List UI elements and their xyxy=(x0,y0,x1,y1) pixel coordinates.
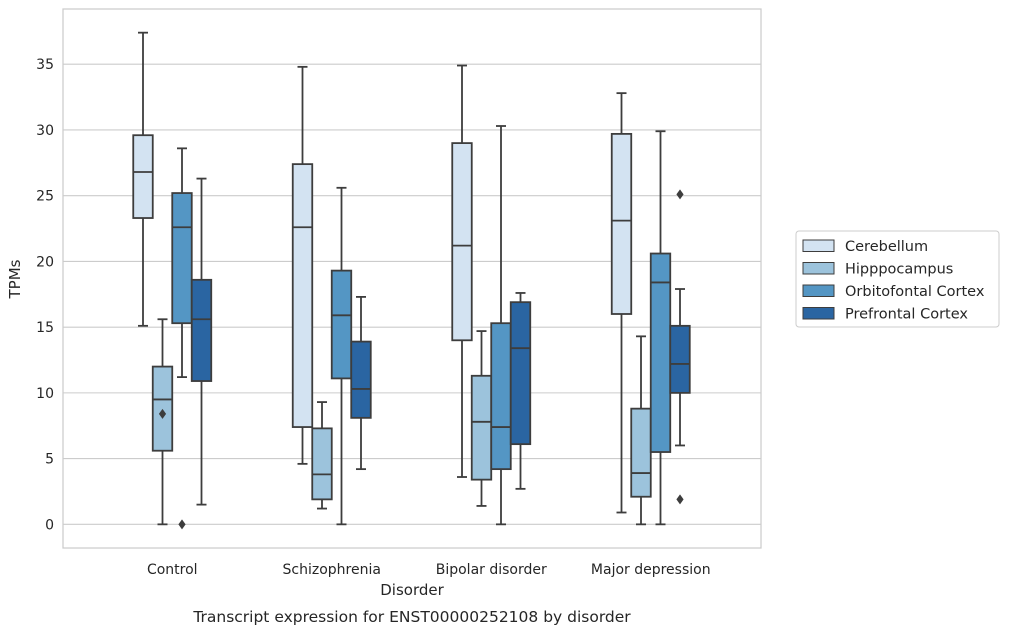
chart-caption: Transcript expression for ENST0000025210… xyxy=(192,608,631,626)
y-tick-label: 15 xyxy=(36,320,54,336)
y-axis-label: TPMs xyxy=(6,259,24,299)
legend-label: Orbitofontal Cortex xyxy=(845,284,985,300)
box-3-3 xyxy=(669,189,691,505)
boxes xyxy=(132,31,691,530)
x-tick-label: Control xyxy=(147,562,198,578)
box-3-1 xyxy=(630,335,652,526)
box-body xyxy=(669,324,691,394)
x-tick-label: Bipolar disorder xyxy=(436,562,547,578)
box-2-3 xyxy=(509,292,532,490)
outlier-point xyxy=(158,408,167,419)
legend-swatch xyxy=(802,239,835,252)
box-0-0 xyxy=(132,31,154,327)
legend-swatch xyxy=(802,262,835,275)
box-body xyxy=(330,269,353,380)
legend-frame xyxy=(795,230,1000,328)
box-3-0 xyxy=(610,92,633,514)
outlier-point xyxy=(178,519,186,530)
legend-swatch xyxy=(802,284,835,297)
outlier-point xyxy=(676,494,684,505)
y-tick-label: 30 xyxy=(36,123,54,139)
x-tick-label: Major depression xyxy=(591,562,711,578)
box-body xyxy=(490,322,512,471)
box-body xyxy=(509,301,532,446)
box-body xyxy=(132,134,154,219)
y-tick-label: 0 xyxy=(45,517,54,533)
y-tick-label: 5 xyxy=(45,452,54,468)
box-0-3 xyxy=(190,177,213,506)
x-axis-label: Disorder xyxy=(380,581,444,599)
box-3-2 xyxy=(649,130,672,526)
box-1-3 xyxy=(350,296,372,471)
box-0-1 xyxy=(151,318,174,526)
x-tick-label: Schizophrenia xyxy=(283,562,381,578)
box-body xyxy=(451,142,473,342)
y-tick-label: 25 xyxy=(36,189,54,205)
y-tick-label: 35 xyxy=(36,57,54,73)
legend-swatch xyxy=(802,307,835,320)
box-1-2 xyxy=(330,186,353,526)
legend-label: Prefrontal Cortex xyxy=(845,307,968,323)
box-body xyxy=(151,365,174,452)
box-2-0 xyxy=(451,64,473,478)
box-body xyxy=(311,427,333,501)
legend: Cerebellum Hipppocampus Orbitofontal Corte… xyxy=(795,230,1000,328)
plot-area-frame xyxy=(62,8,762,549)
legend-label: Hipppocampus xyxy=(845,262,953,278)
box-2-1 xyxy=(470,330,493,507)
y-tick-labels: 0 5 10 15 20 25 30 35 xyxy=(36,57,54,533)
box-body xyxy=(171,192,193,325)
box-body xyxy=(610,132,633,315)
box-body xyxy=(470,374,493,481)
x-tick-labels: Control Schizophrenia Bipolar disorder Majo… xyxy=(147,562,711,578)
y-tick-label: 20 xyxy=(36,254,54,270)
box-1-0 xyxy=(291,65,314,465)
box-0-2 xyxy=(171,147,193,530)
box-body xyxy=(291,163,314,428)
box-2-2 xyxy=(490,125,512,526)
box-body xyxy=(190,278,213,382)
box-body xyxy=(630,407,652,498)
y-tick-label: 10 xyxy=(36,386,54,402)
legend-label: Cerebellum xyxy=(845,239,928,255)
box-1-1 xyxy=(311,401,333,510)
outlier-point xyxy=(676,189,684,200)
box-body xyxy=(350,340,372,419)
